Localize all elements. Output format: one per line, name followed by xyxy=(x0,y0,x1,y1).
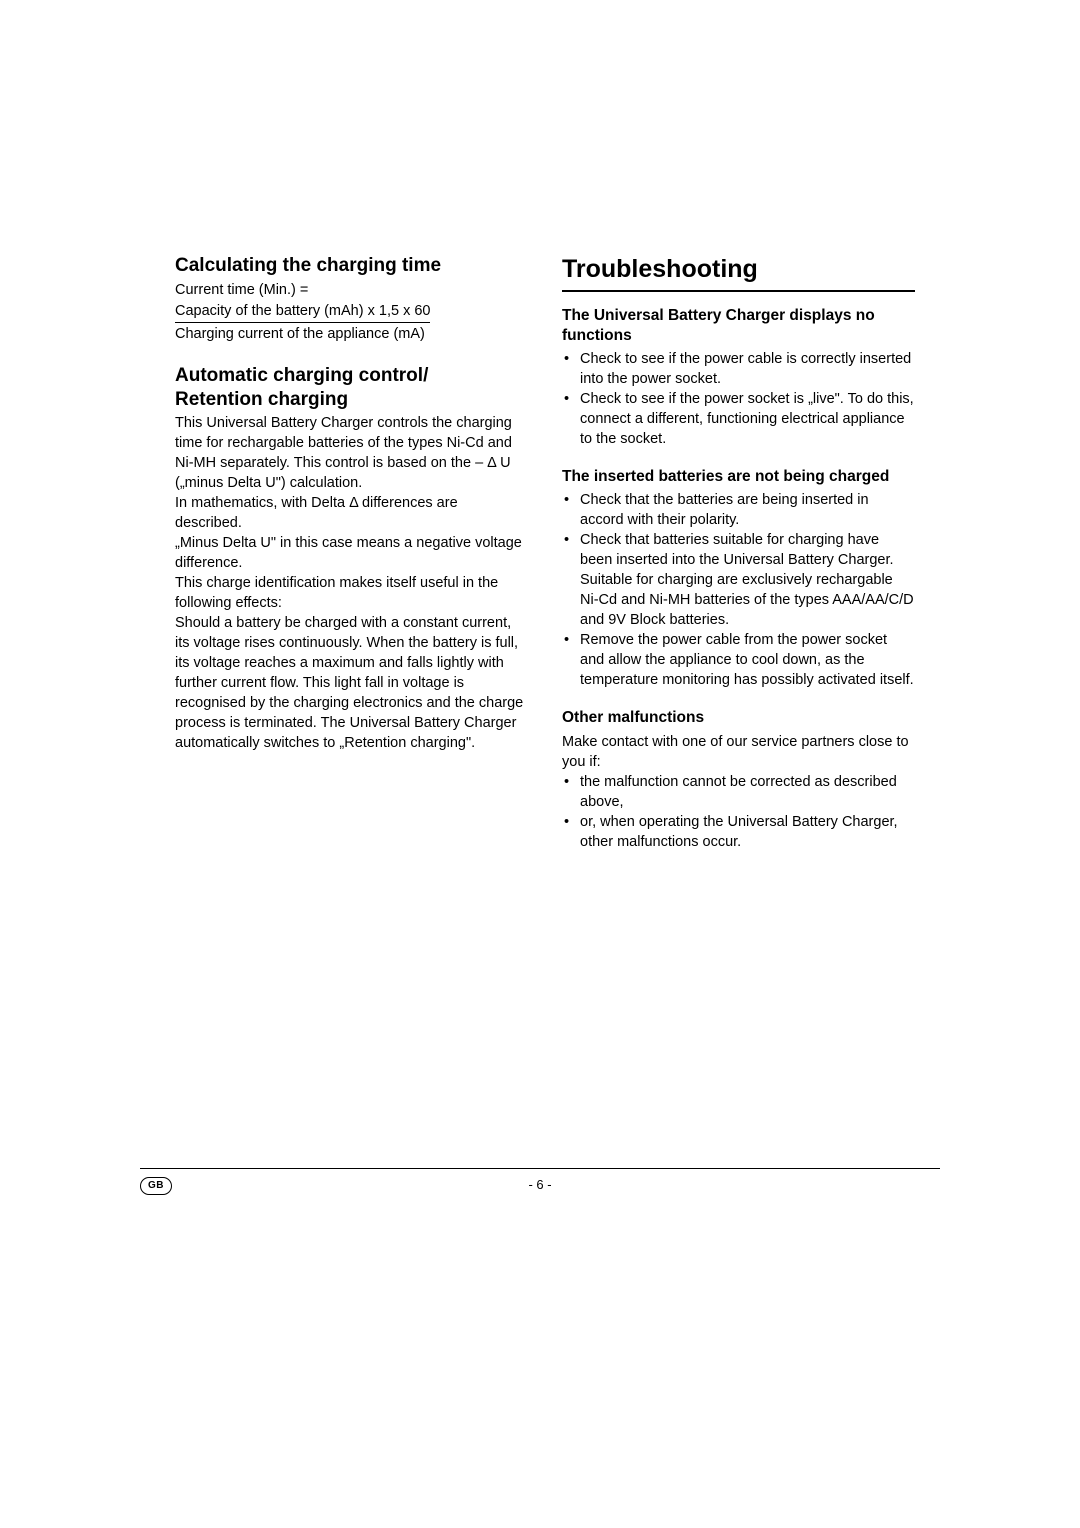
para-1: This Universal Battery Charger controls … xyxy=(175,413,528,493)
list-other-malfunctions: the malfunction cannot be corrected as d… xyxy=(562,772,915,852)
language-badge: GB xyxy=(140,1177,172,1195)
section-auto-charging: Automatic charging control/ Retention ch… xyxy=(175,364,528,754)
list-no-functions: Check to see if the power cable is corre… xyxy=(562,349,915,449)
intro-other-malfunctions: Make contact with one of our service par… xyxy=(562,732,915,772)
subheading-not-charged: The inserted batteries are not being cha… xyxy=(562,467,915,487)
list-item: Check that the batteries are being inser… xyxy=(562,490,915,530)
page-footer: GB - 6 - xyxy=(140,1168,940,1199)
section-other-malfunctions: Other malfunctions Make contact with one… xyxy=(562,708,915,851)
heading-troubleshooting: Troubleshooting xyxy=(562,254,915,292)
section-no-functions: The Universal Battery Charger displays n… xyxy=(562,306,915,449)
formula-lhs: Current time (Min.) = xyxy=(175,280,528,300)
formula-fraction: Capacity of the battery (mAh) x 1,5 x 60… xyxy=(175,301,430,344)
list-item: Remove the power cable from the power so… xyxy=(562,630,915,690)
para-4: This charge identification makes itself … xyxy=(175,573,528,613)
page-number: - 6 - xyxy=(528,1177,551,1192)
subheading-other-malfunctions: Other malfunctions xyxy=(562,708,915,728)
section-charging-time: Calculating the charging time Current ti… xyxy=(175,254,528,344)
list-item: Check to see if the power cable is corre… xyxy=(562,349,915,389)
heading-charging-time: Calculating the charging time xyxy=(175,254,528,278)
list-item: Check to see if the power socket is „liv… xyxy=(562,389,915,449)
list-not-charged: Check that the batteries are being inser… xyxy=(562,490,915,690)
list-item: Check that batteries suitable for chargi… xyxy=(562,530,915,630)
heading-line-1: Automatic charging control/ xyxy=(175,365,428,386)
subheading-no-functions: The Universal Battery Charger displays n… xyxy=(562,306,915,346)
para-2: In mathematics, with Delta Δ differences… xyxy=(175,493,528,533)
fraction-numerator: Capacity of the battery (mAh) x 1,5 x 60 xyxy=(175,301,430,323)
para-5: Should a battery be charged with a const… xyxy=(175,613,528,753)
footer-inner: GB - 6 - xyxy=(140,1177,940,1199)
left-column: Calculating the charging time Current ti… xyxy=(175,254,528,870)
heading-auto-charging: Automatic charging control/ Retention ch… xyxy=(175,364,528,412)
list-item: the malfunction cannot be corrected as d… xyxy=(562,772,915,812)
list-item: or, when operating the Universal Battery… xyxy=(562,812,915,852)
heading-line-2: Retention charging xyxy=(175,389,348,410)
page-content: Calculating the charging time Current ti… xyxy=(175,254,915,870)
fraction-denominator: Charging current of the appliance (mA) xyxy=(175,323,430,344)
formula-block: Current time (Min.) = Capacity of the ba… xyxy=(175,280,528,344)
para-3: „Minus Delta U" in this case means a neg… xyxy=(175,533,528,573)
section-not-charged: The inserted batteries are not being cha… xyxy=(562,467,915,690)
right-column: Troubleshooting The Universal Battery Ch… xyxy=(562,254,915,870)
